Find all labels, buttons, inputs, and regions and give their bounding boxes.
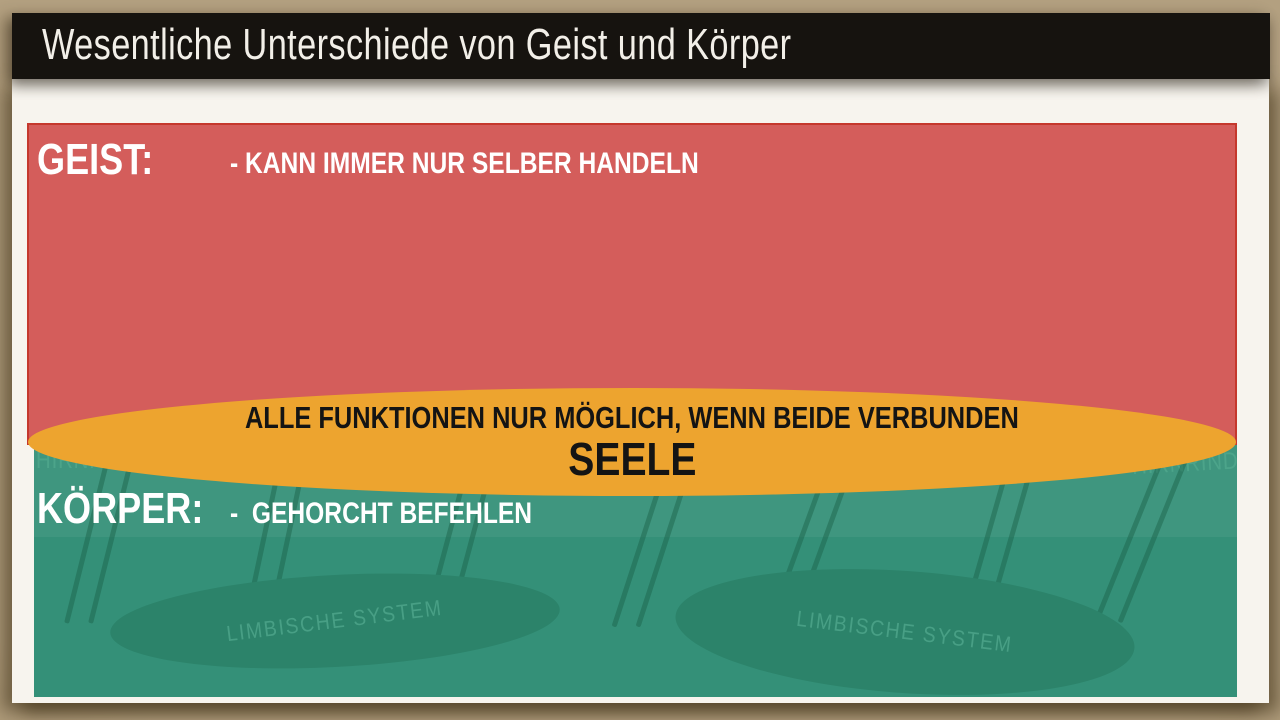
koerper-label: KÖRPER:	[37, 484, 204, 533]
limbic-system-label-right: LIMBISCHE SYSTEM	[795, 605, 1015, 658]
limbic-system-ellipse-right: LIMBISCHE SYSTEM	[671, 555, 1139, 697]
slide-canvas: HIRNRINDE HIRNRINDE LIMBISCHE SYSTEM LIM…	[12, 79, 1269, 703]
slide-title: Wesentliche Unterschiede von Geist und K…	[42, 20, 792, 69]
geist-label: GEIST:	[37, 135, 154, 184]
slide-title-bar: Wesentliche Unterschiede von Geist und K…	[12, 13, 1270, 79]
seele-label: SEELE	[567, 433, 697, 485]
geist-point: - KANN IMMER NUR SELBER HANDELN	[230, 147, 699, 180]
seele-caption: ALLE FUNKTIONEN NUR MÖGLICH, WENN BEIDE …	[245, 400, 1019, 435]
limbic-system-ellipse-left: LIMBISCHE SYSTEM	[107, 563, 563, 679]
limbic-system-label-left: LIMBISCHE SYSTEM	[225, 594, 445, 647]
koerper-point: - GEHORCHT BEFEHLEN	[230, 497, 533, 530]
seele-ellipse: ALLE FUNKTIONEN NUR MÖGLICH, WENN BEIDE …	[28, 388, 1236, 496]
